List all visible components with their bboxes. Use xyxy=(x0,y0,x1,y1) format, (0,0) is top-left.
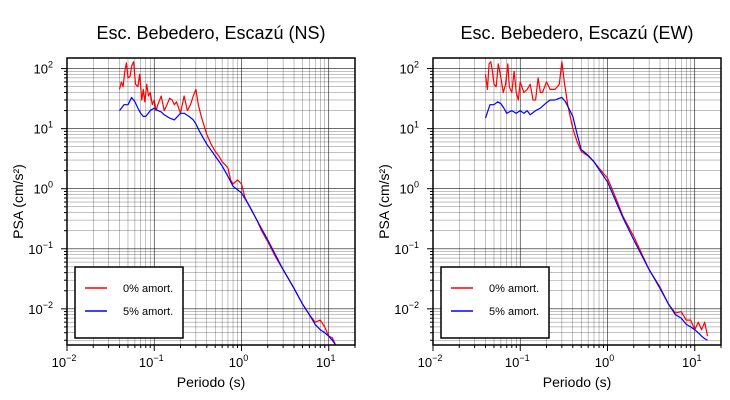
chart-title: Esc. Bebedero, Escazú (NS) xyxy=(96,23,325,43)
plot-frame xyxy=(66,57,356,346)
chart-title: Esc. Bebedero, Escazú (EW) xyxy=(460,23,693,43)
x-tick-base: 10 xyxy=(418,355,432,370)
plot-frame xyxy=(432,57,722,346)
x-tick-exponent: 0 xyxy=(609,353,614,363)
x-tick-base: 10 xyxy=(139,355,153,370)
x-tick-label: 100 xyxy=(595,353,614,370)
y-tick-base: 10 xyxy=(34,62,48,77)
y-axis-label: PSA (cm/s²) xyxy=(10,164,26,239)
x-axis-label: Periodo (s) xyxy=(177,374,245,390)
y-tick-exponent: 2 xyxy=(414,60,419,70)
legend-label-1: 5% amort. xyxy=(123,306,173,318)
x-tick-base: 10 xyxy=(682,355,696,370)
y-tick-label: 102 xyxy=(34,60,53,77)
legend-label-0: 0% amort. xyxy=(123,283,173,295)
y-tick-exponent: 1 xyxy=(48,120,53,130)
y-tick-exponent: 0 xyxy=(414,180,419,190)
y-tick-label: 100 xyxy=(400,180,419,197)
y-tick-exponent: −1 xyxy=(43,240,53,250)
x-tick-label: 101 xyxy=(316,353,335,370)
x-tick-exponent: −2 xyxy=(66,353,76,363)
x-axis-label: Periodo (s) xyxy=(543,374,611,390)
x-tick-label: 10−2 xyxy=(418,353,443,370)
x-tick-exponent: 1 xyxy=(696,353,701,363)
legend-box xyxy=(74,266,184,339)
y-tick-label: 102 xyxy=(400,60,419,77)
y-tick-exponent: 1 xyxy=(414,120,419,130)
x-tick-label: 101 xyxy=(682,353,701,370)
y-tick-label: 10−2 xyxy=(394,300,419,317)
legend-label-1: 5% amort. xyxy=(489,306,539,318)
y-tick-exponent: −1 xyxy=(409,240,419,250)
y-tick-base: 10 xyxy=(400,182,414,197)
legend-box xyxy=(440,266,550,339)
y-tick-label: 10−1 xyxy=(28,240,53,257)
x-tick-exponent: 0 xyxy=(243,353,248,363)
y-tick-base: 10 xyxy=(400,122,414,137)
y-tick-base: 10 xyxy=(28,242,42,257)
y-tick-base: 10 xyxy=(400,62,414,77)
x-tick-exponent: −1 xyxy=(519,353,529,363)
y-tick-label: 100 xyxy=(34,180,53,197)
series-line-1 xyxy=(484,96,708,341)
x-tick-base: 10 xyxy=(316,355,330,370)
series-line-0 xyxy=(118,61,337,345)
x-tick-exponent: −1 xyxy=(153,353,163,363)
y-tick-base: 10 xyxy=(28,302,42,317)
y-tick-base: 10 xyxy=(394,302,408,317)
x-tick-base: 10 xyxy=(52,355,66,370)
y-tick-label: 10−1 xyxy=(394,240,419,257)
y-axis-label: PSA (cm/s²) xyxy=(376,164,392,239)
y-tick-label: 101 xyxy=(400,120,419,137)
y-tick-exponent: −2 xyxy=(43,300,53,310)
y-tick-label: 101 xyxy=(34,120,53,137)
x-tick-label: 10−1 xyxy=(139,353,164,370)
y-tick-exponent: 2 xyxy=(48,60,53,70)
x-tick-label: 100 xyxy=(229,353,248,370)
y-tick-base: 10 xyxy=(34,122,48,137)
x-tick-base: 10 xyxy=(595,355,609,370)
y-tick-base: 10 xyxy=(34,182,48,197)
x-tick-label: 10−1 xyxy=(505,353,530,370)
y-tick-exponent: 0 xyxy=(48,180,53,190)
x-tick-exponent: 1 xyxy=(330,353,335,363)
series-line-1 xyxy=(119,96,337,345)
series-group xyxy=(484,61,709,341)
legend-label-0: 0% amort. xyxy=(489,283,539,295)
y-tick-label: 10−2 xyxy=(28,300,53,317)
x-tick-exponent: −2 xyxy=(432,353,442,363)
series-group xyxy=(118,61,337,345)
x-tick-base: 10 xyxy=(505,355,519,370)
y-tick-base: 10 xyxy=(394,242,408,257)
y-tick-exponent: −2 xyxy=(409,300,419,310)
x-tick-label: 10−2 xyxy=(52,353,77,370)
x-tick-base: 10 xyxy=(229,355,243,370)
